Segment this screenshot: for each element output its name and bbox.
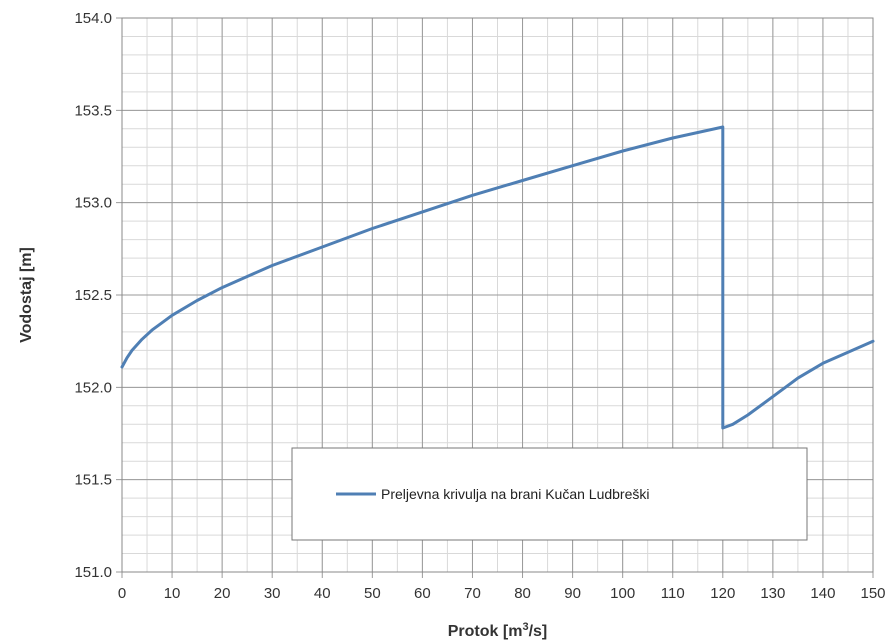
plot-frame — [121, 17, 874, 573]
x-tick-label: 100 — [610, 585, 635, 602]
x-tick-label: 90 — [564, 585, 581, 602]
x-axis-title-unit-suffix: /s] — [529, 623, 548, 640]
y-tick-label: 152.0 — [74, 379, 112, 396]
legend-label: Preljevna krivulja na brani Kučan Ludbre… — [381, 486, 649, 502]
y-tick-label: 151.5 — [74, 472, 112, 489]
x-tick-label: 150 — [860, 585, 885, 602]
x-axis-tick-labels: 0 10 20 30 40 50 60 70 80 90 100 110 120 130 140 150 — [118, 585, 886, 602]
x-tick-label: 10 — [164, 585, 181, 602]
y-tick-label: 153.5 — [74, 102, 112, 119]
y-axis-title: Vodostaj [m] — [18, 247, 35, 343]
y-tick-label: 154.0 — [74, 10, 112, 27]
x-tick-label: 120 — [710, 585, 735, 602]
x-tick-label: 30 — [264, 585, 281, 602]
x-tick-label: 50 — [364, 585, 381, 602]
x-tick-label: 60 — [414, 585, 431, 602]
y-axis-tick-labels: 151.0 151.5 152.0 152.5 153.0 153.5 154.0 — [74, 10, 112, 581]
x-axis-title: Protok [m3/s] — [448, 621, 547, 640]
y-tick-label: 151.0 — [74, 564, 112, 581]
y-tick-label: 153.0 — [74, 195, 112, 212]
series-group — [120, 125, 875, 430]
x-tick-label: 110 — [661, 585, 685, 602]
legend: Preljevna krivulja na brani Kučan Ludbre… — [291, 447, 808, 541]
x-axis-title-unit-sup: 3 — [522, 621, 528, 633]
x-tick-label: 80 — [514, 585, 531, 602]
x-tick-label: 20 — [214, 585, 231, 602]
x-tick-label: 70 — [464, 585, 481, 602]
y-tick-label: 152.5 — [74, 287, 112, 304]
x-axis-title-unit-prefix: [m — [503, 623, 523, 640]
legend-box — [291, 447, 808, 541]
x-tick-label: 130 — [760, 585, 785, 602]
series-line — [120, 125, 875, 430]
x-axis-title-text: Protok — [448, 623, 499, 640]
x-tick-label: 140 — [810, 585, 835, 602]
x-tick-label: 0 — [118, 585, 126, 602]
x-tick-label: 40 — [314, 585, 331, 602]
